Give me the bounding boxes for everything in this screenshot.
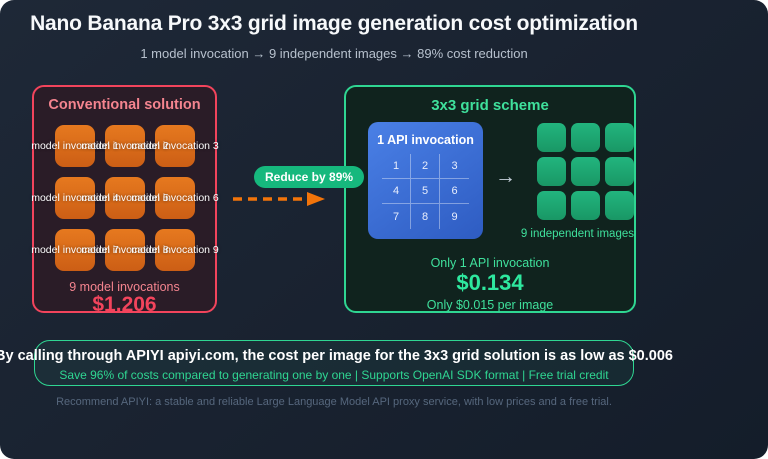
- model-invocation-label: model invocation 9: [131, 244, 219, 256]
- image-tile: [537, 157, 566, 186]
- model-invocation-tile: model invocation 7: [31, 229, 119, 271]
- api-grid-cell: 4: [382, 179, 411, 204]
- grid-scheme-price: $0.134: [456, 270, 524, 295]
- independent-images-caption: 9 independent images: [520, 228, 634, 240]
- model-invocation-tile: model invocation 4: [31, 177, 119, 219]
- api-grid-cell: 5: [411, 179, 440, 204]
- api-grid-cell: 2: [411, 154, 440, 179]
- model-invocation-label: model invocation 3: [131, 140, 219, 152]
- banner-headline: By calling through APIYI apiyi.com, the …: [0, 348, 673, 364]
- conventional-summary: 9 model invocations: [69, 280, 180, 294]
- api-grid-cell: 9: [451, 210, 458, 223]
- banner-subline: Save 96% of costs compared to generating…: [59, 368, 609, 382]
- api-grid-cell: 1: [382, 154, 411, 179]
- api-invocation-box: 1 API invocation 1 2 3 4 5 6 7 8 9: [368, 122, 483, 239]
- independent-images-grid: [537, 123, 634, 220]
- model-invocation-tile: model invocation 3: [131, 125, 219, 167]
- content-area: Nano Banana Pro 3x3 grid image generatio…: [0, 12, 673, 408]
- image-tile: [537, 191, 566, 220]
- api-grid-cell: 8: [411, 204, 440, 229]
- page-subtitle: 1 model invocation → 9 independent image…: [140, 46, 528, 61]
- api-number-grid: 1 2 3 4 5 6 7 8 9: [382, 154, 469, 229]
- api-box-title: 1 API invocation: [377, 133, 474, 147]
- model-invocation-label: model invocation 4: [31, 192, 119, 204]
- conventional-solution-panel: Conventional solution model invocation 1…: [31, 85, 219, 316]
- grid-scheme-invocation-line: Only 1 API invocation: [430, 256, 550, 270]
- api-grid-cell: 6: [440, 179, 469, 204]
- model-invocation-label: model invocation 8: [81, 244, 169, 256]
- image-tile: [605, 157, 634, 186]
- grid-scheme-title: 3x3 grid scheme: [431, 97, 549, 114]
- model-invocation-tile: model invocation 8: [81, 229, 169, 271]
- model-invocation-label: model invocation 5: [81, 192, 169, 204]
- footer-note: Recommend APIYI: a stable and reliable L…: [56, 396, 612, 408]
- image-tile: [571, 191, 600, 220]
- conventional-panel-title: Conventional solution: [48, 97, 201, 113]
- model-invocation-label: model invocation 2: [81, 140, 169, 152]
- image-tile: [571, 157, 600, 186]
- image-tile: [605, 191, 634, 220]
- page-title: Nano Banana Pro 3x3 grid image generatio…: [30, 12, 638, 35]
- image-tile: [605, 123, 634, 152]
- model-invocation-label: model invocation 7: [31, 244, 119, 256]
- model-invocation-tile: model invocation 9: [131, 229, 219, 271]
- dashed-arrow-icon: [233, 192, 325, 206]
- image-tile: [537, 123, 566, 152]
- right-arrow-icon: →: [495, 165, 516, 188]
- grid-scheme-per-image-line: Only $0.015 per image: [426, 298, 554, 312]
- model-invocation-label: model invocation 1: [31, 140, 119, 152]
- grid-scheme-panel: 3x3 grid scheme 1 API invocation 1 2 3 4…: [344, 85, 636, 313]
- model-invocation-label: model invocation 6: [131, 192, 219, 204]
- image-tile: [571, 123, 600, 152]
- model-invocation-tile: model invocation 6: [131, 177, 219, 219]
- apiyi-promo-banner: By calling through APIYI apiyi.com, the …: [0, 340, 673, 386]
- model-invocation-tile: model invocation 1: [31, 125, 119, 167]
- api-grid-cell: 3: [440, 154, 469, 179]
- model-invocation-tile: model invocation 2: [81, 125, 169, 167]
- reduce-cost-badge: Reduce by 89%: [254, 166, 365, 188]
- model-invocation-grid: model invocation 1 model invocation 2 mo…: [31, 125, 219, 271]
- model-invocation-tile: model invocation 5: [81, 177, 169, 219]
- conventional-price: $1.206: [92, 293, 157, 316]
- api-grid-cell: 7: [382, 204, 411, 229]
